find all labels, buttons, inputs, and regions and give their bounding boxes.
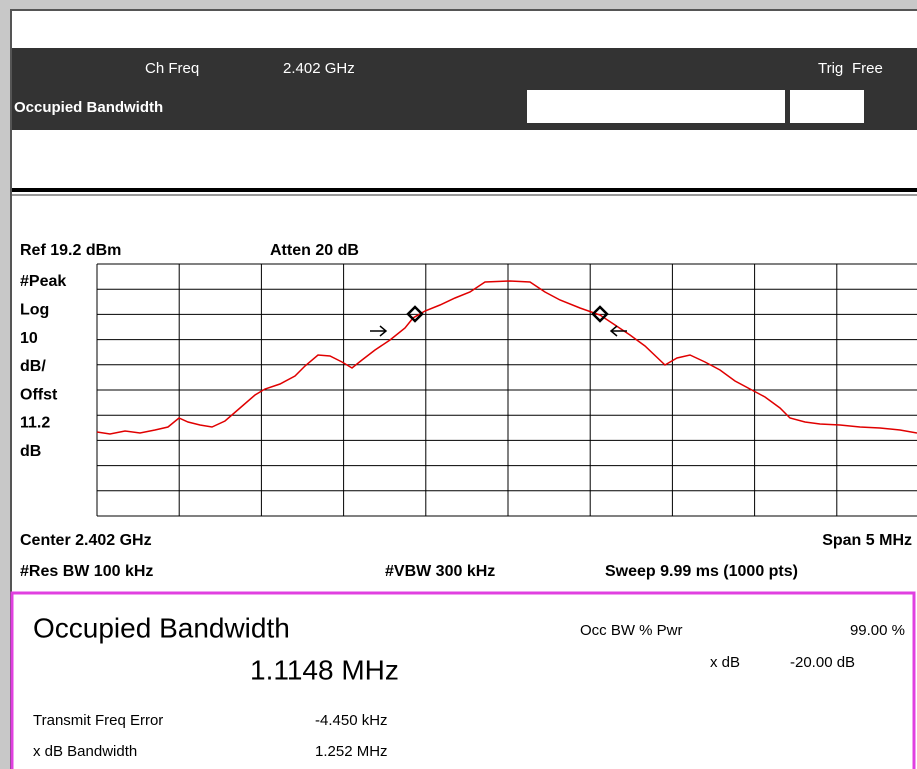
occ-bw-label: Occ BW % Pwr [580,622,683,639]
trig-label: Trig [818,60,843,77]
left-label: dB [20,443,41,460]
res-bw: #Res BW 100 kHz [20,563,153,580]
row-label: x dB Bandwidth [33,743,137,760]
mode-title: Occupied Bandwidth [14,99,163,116]
trig-value: Free [852,60,883,77]
left-label: 11.2 [20,415,50,432]
marker [591,305,609,323]
xdb-label: x dB [710,654,740,671]
results-title: Occupied Bandwidth [33,612,290,643]
xdb-value: -20.00 dB [790,654,855,671]
arrow [370,325,388,337]
row-label: Transmit Freq Error [33,712,163,729]
ch-freq: 2.402 GHz [283,60,355,77]
left-labels: #Peak Log 10 dB/Offst 11.2 dB [20,273,66,460]
left-label: 10 [20,330,38,347]
input-box [790,90,864,123]
sweep: Sweep 9.99 ms (1000 pts) [605,563,798,580]
row-value: -4.450 kHz [315,712,388,729]
center-freq: Center 2.402 GHz [20,532,152,549]
ref-level: Ref 19.2 dBm [20,242,121,259]
result-rows: Transmit Freq Error -4.450 kHz x dB Bandwi… [33,712,388,760]
span: Span 5 MHz [822,532,912,549]
top-border [0,0,917,10]
trace [96,280,917,435]
row-value: 1.252 MHz [315,743,388,760]
atten: Atten 20 dB [270,242,359,259]
vbw: #VBW 300 kHz [385,563,495,580]
occupied-bw: 1.1148 MHz [250,654,399,685]
left-label: Offst [20,386,58,403]
left-label: dB/ [20,358,46,375]
graticule [96,263,917,517]
results-panel [10,591,916,769]
left-label: #Peak [20,273,66,290]
left-border [0,0,10,769]
left-label: Log [20,302,49,319]
ch-freq-label: Ch Freq [145,60,199,77]
input-box [527,90,785,123]
occ-bw-value: 99.00 % [850,622,905,639]
marker [406,305,424,323]
arrow [609,325,627,337]
